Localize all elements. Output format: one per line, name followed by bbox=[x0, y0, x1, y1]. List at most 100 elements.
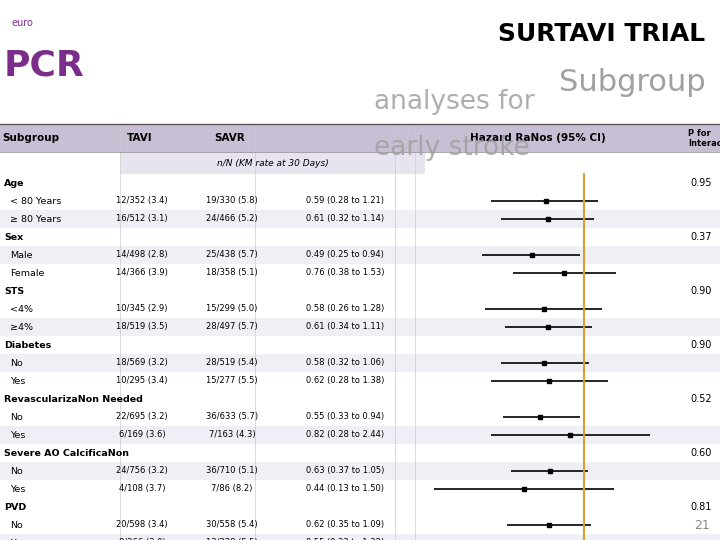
Text: 7/163 (4.3): 7/163 (4.3) bbox=[209, 430, 256, 440]
Text: STS: STS bbox=[4, 287, 24, 295]
Text: Sex: Sex bbox=[4, 233, 23, 241]
Text: 22/695 (3.2): 22/695 (3.2) bbox=[116, 413, 168, 422]
Text: < 80 Years: < 80 Years bbox=[10, 197, 61, 206]
Text: 14/366 (3.9): 14/366 (3.9) bbox=[116, 268, 168, 278]
Text: TAVI: TAVI bbox=[127, 133, 153, 143]
Text: 0.44 (0.13 to 1.50): 0.44 (0.13 to 1.50) bbox=[306, 484, 384, 494]
Text: n/N (KM rate at 30 Days): n/N (KM rate at 30 Days) bbox=[217, 159, 328, 167]
Text: Yes: Yes bbox=[10, 538, 25, 540]
Text: 16/512 (3.1): 16/512 (3.1) bbox=[116, 214, 168, 224]
Text: SURTAVI TRIAL: SURTAVI TRIAL bbox=[498, 22, 706, 46]
Bar bbox=[546, 325, 550, 329]
Bar bbox=[549, 469, 552, 473]
Text: 0.90: 0.90 bbox=[690, 340, 711, 350]
Text: 0.59 (0.28 to 1.21): 0.59 (0.28 to 1.21) bbox=[306, 197, 384, 206]
Text: 25/438 (5.7): 25/438 (5.7) bbox=[206, 251, 258, 260]
Text: early stroke: early stroke bbox=[374, 135, 530, 161]
Text: 0.61 (0.32 to 1.14): 0.61 (0.32 to 1.14) bbox=[306, 214, 384, 224]
Bar bbox=[0, 228, 720, 246]
Text: Yes: Yes bbox=[10, 484, 25, 494]
Text: <4%: <4% bbox=[10, 305, 33, 314]
Text: euro: euro bbox=[12, 18, 34, 29]
Text: PCR: PCR bbox=[4, 49, 84, 83]
Text: 0.52: 0.52 bbox=[690, 394, 711, 404]
Text: 30/558 (5.4): 30/558 (5.4) bbox=[206, 521, 258, 530]
Text: InteracNon: InteracNon bbox=[688, 138, 720, 147]
Text: 0.55 (0.33 to 0.94): 0.55 (0.33 to 0.94) bbox=[306, 413, 384, 422]
Text: 0.58 (0.32 to 1.06): 0.58 (0.32 to 1.06) bbox=[306, 359, 384, 368]
Text: 0.58 (0.26 to 1.28): 0.58 (0.26 to 1.28) bbox=[306, 305, 384, 314]
Bar bbox=[0, 246, 720, 264]
Text: 24/466 (5.2): 24/466 (5.2) bbox=[206, 214, 258, 224]
Text: 0.62 (0.35 to 1.09): 0.62 (0.35 to 1.09) bbox=[306, 521, 384, 530]
Text: Severe AO CalcificaNon: Severe AO CalcificaNon bbox=[4, 449, 129, 457]
Bar bbox=[539, 415, 542, 419]
Bar bbox=[0, 282, 720, 300]
Text: 28/497 (5.7): 28/497 (5.7) bbox=[206, 322, 258, 332]
Bar bbox=[567, 433, 572, 437]
Bar bbox=[530, 253, 534, 257]
Text: Yes: Yes bbox=[10, 430, 25, 440]
Text: 0.76 (0.38 to 1.53): 0.76 (0.38 to 1.53) bbox=[306, 268, 384, 278]
Bar bbox=[0, 426, 720, 444]
Bar bbox=[120, 152, 425, 174]
Bar bbox=[0, 408, 720, 426]
Bar bbox=[0, 534, 720, 540]
Bar bbox=[0, 336, 720, 354]
Text: 24/756 (3.2): 24/756 (3.2) bbox=[116, 467, 168, 476]
Text: Age: Age bbox=[4, 179, 24, 187]
Text: Subgroup: Subgroup bbox=[559, 68, 706, 97]
Text: RevascularizaNon Needed: RevascularizaNon Needed bbox=[4, 395, 143, 403]
Bar bbox=[0, 444, 720, 462]
Text: 10/295 (3.4): 10/295 (3.4) bbox=[116, 376, 168, 386]
Text: SAVR: SAVR bbox=[215, 133, 246, 143]
Bar bbox=[0, 354, 720, 372]
Text: 12/352 (3.4): 12/352 (3.4) bbox=[116, 197, 168, 206]
Text: 0.55 (0.23 to 1.32): 0.55 (0.23 to 1.32) bbox=[306, 538, 384, 540]
Text: 18/519 (3.5): 18/519 (3.5) bbox=[116, 322, 168, 332]
Text: Diabetes: Diabetes bbox=[4, 341, 51, 349]
Bar bbox=[547, 523, 551, 527]
Bar bbox=[0, 300, 720, 318]
Bar bbox=[0, 390, 720, 408]
Bar bbox=[542, 307, 546, 311]
Text: 15/277 (5.5): 15/277 (5.5) bbox=[206, 376, 258, 386]
Text: Male: Male bbox=[10, 251, 32, 260]
Text: 0.63 (0.37 to 1.05): 0.63 (0.37 to 1.05) bbox=[306, 467, 384, 476]
Text: 0.90: 0.90 bbox=[690, 286, 711, 296]
Text: No: No bbox=[10, 413, 23, 422]
Bar bbox=[0, 210, 720, 228]
Text: 36/633 (5.7): 36/633 (5.7) bbox=[206, 413, 258, 422]
Text: 0.82 (0.28 to 2.44): 0.82 (0.28 to 2.44) bbox=[306, 430, 384, 440]
Bar bbox=[0, 498, 720, 516]
Text: 0.61 (0.34 to 1.11): 0.61 (0.34 to 1.11) bbox=[306, 322, 384, 332]
Text: 0.37: 0.37 bbox=[690, 232, 711, 242]
Text: 10/345 (2.9): 10/345 (2.9) bbox=[116, 305, 168, 314]
Text: Hazard RaNos (95% CI): Hazard RaNos (95% CI) bbox=[469, 133, 606, 143]
Text: 0.62 (0.28 to 1.38): 0.62 (0.28 to 1.38) bbox=[306, 376, 384, 386]
Text: 6/169 (3.6): 6/169 (3.6) bbox=[119, 430, 166, 440]
Text: 4/108 (3.7): 4/108 (3.7) bbox=[119, 484, 166, 494]
Text: 28/519 (5.4): 28/519 (5.4) bbox=[206, 359, 258, 368]
Text: PVD: PVD bbox=[4, 503, 26, 511]
Text: ≥4%: ≥4% bbox=[10, 322, 33, 332]
Bar bbox=[0, 124, 720, 152]
Text: 19/330 (5.8): 19/330 (5.8) bbox=[206, 197, 258, 206]
Text: 14/498 (2.8): 14/498 (2.8) bbox=[116, 251, 168, 260]
Text: 0.81: 0.81 bbox=[690, 502, 711, 512]
Bar bbox=[0, 516, 720, 534]
Text: analyses for: analyses for bbox=[374, 89, 535, 115]
Text: 0.60: 0.60 bbox=[690, 448, 711, 458]
Bar bbox=[544, 199, 547, 203]
Bar bbox=[542, 361, 546, 365]
Bar bbox=[0, 372, 720, 390]
Text: 8/266 (3.0): 8/266 (3.0) bbox=[119, 538, 166, 540]
Bar bbox=[0, 318, 720, 336]
Text: 0.95: 0.95 bbox=[690, 178, 711, 188]
Text: 18/569 (3.2): 18/569 (3.2) bbox=[116, 359, 168, 368]
Bar bbox=[0, 174, 720, 192]
Bar bbox=[0, 264, 720, 282]
Bar bbox=[0, 462, 720, 480]
Text: 36/710 (5.1): 36/710 (5.1) bbox=[206, 467, 258, 476]
Text: Female: Female bbox=[10, 268, 45, 278]
